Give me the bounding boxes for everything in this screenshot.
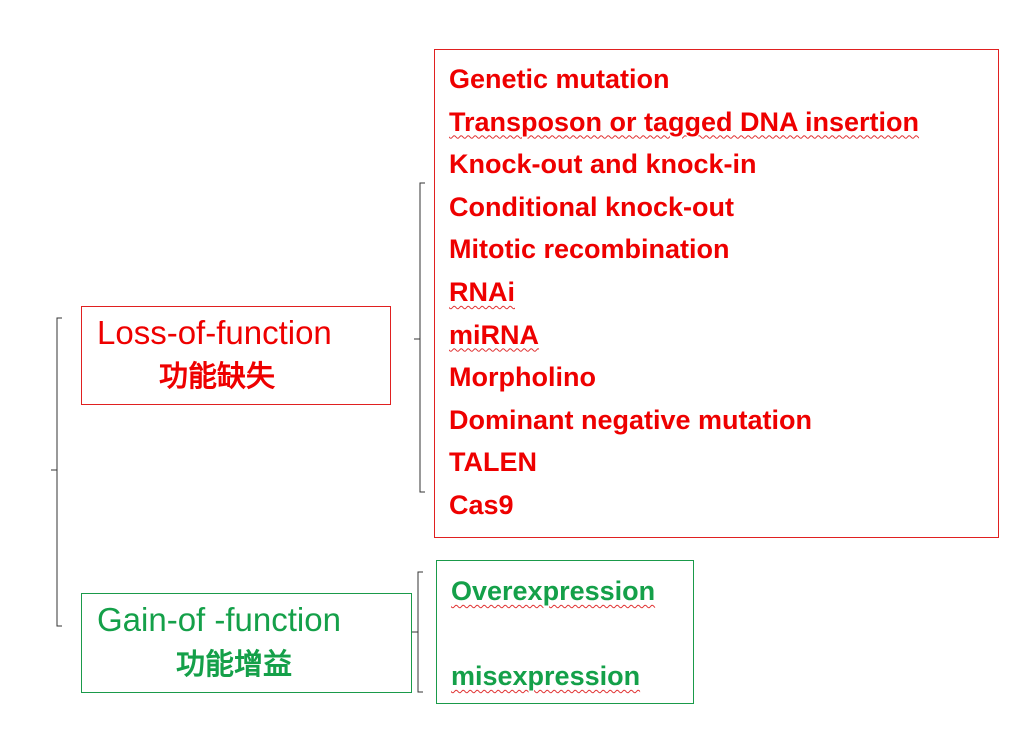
outer-bracket — [56, 317, 62, 627]
method-item: Dominant negative mutation — [449, 404, 813, 435]
method-item: Mitotic recombination — [449, 234, 730, 265]
method-item: Conditional knock-out — [449, 191, 734, 222]
loss-bracket — [419, 182, 425, 493]
loss-methods-list: Genetic mutation Transposon or tagged DN… — [449, 58, 919, 527]
gain-of-function-box: Gain-of -function 功能增益 — [81, 593, 412, 693]
method-item: miRNA — [449, 319, 540, 350]
gain-methods-box: Overexpression misexpression — [436, 560, 694, 704]
method-item: Transposon or tagged DNA insertion — [449, 106, 920, 137]
method-item: Morpholino — [449, 362, 596, 393]
loss-title-en: Loss-of-function — [97, 314, 332, 351]
gain-methods-list: Overexpression misexpression — [451, 571, 655, 696]
loss-methods-box: Genetic mutation Transposon or tagged DN… — [434, 49, 999, 538]
loss-of-function-box: Loss-of-function 功能缺失 — [81, 306, 391, 405]
method-item: Knock-out and knock-in — [449, 149, 757, 180]
method-item: RNAi — [449, 276, 515, 307]
method-item: Genetic mutation — [449, 64, 670, 94]
gain-bracket — [417, 571, 423, 693]
method-item: Cas9 — [449, 489, 514, 520]
method-item: Overexpression — [451, 576, 656, 606]
method-item: misexpression — [451, 661, 641, 691]
gain-title-en: Gain-of -function — [97, 601, 341, 638]
method-item: TALEN — [449, 447, 537, 478]
loss-title-zh: 功能缺失 — [159, 359, 276, 393]
gain-title-zh: 功能增益 — [176, 647, 293, 681]
